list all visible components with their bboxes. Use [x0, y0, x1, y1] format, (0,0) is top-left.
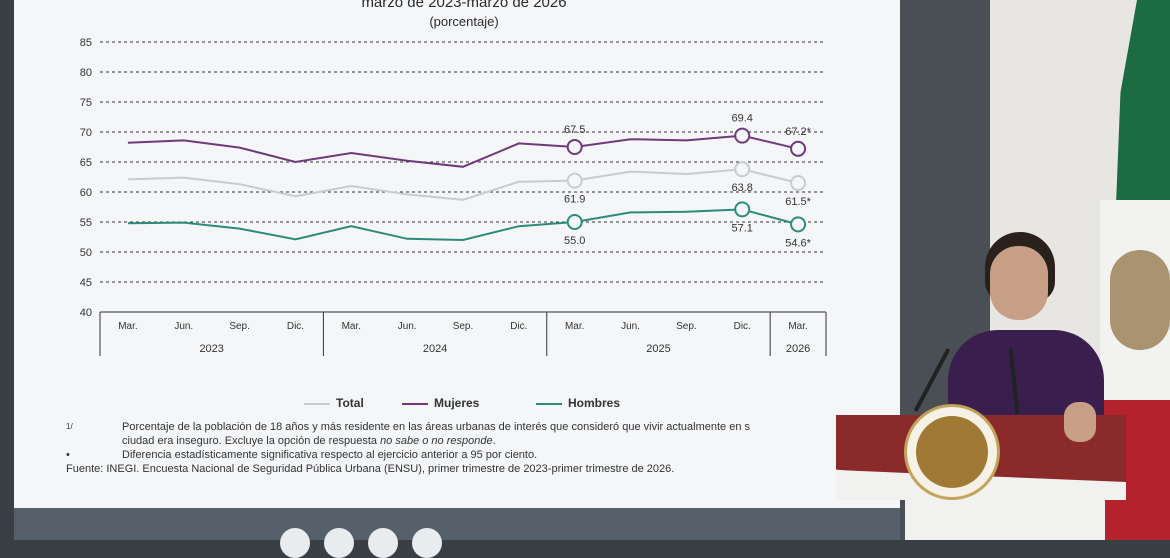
- social-icon-3: [368, 528, 398, 558]
- x-tick-label: Mar.: [565, 321, 584, 332]
- x-tick-label: Sep.: [676, 321, 697, 332]
- x-tick-label: Jun.: [174, 321, 193, 332]
- data-point-total: [790, 175, 807, 191]
- y-tick-label: 55: [80, 217, 92, 229]
- series-line-mujeres: [127, 134, 799, 168]
- year-label: 2024: [423, 343, 447, 355]
- x-tick-label: Mar.: [788, 321, 807, 332]
- legend-swatch-total: [304, 402, 330, 405]
- x-tick-label: Mar.: [342, 321, 361, 332]
- presentation-screen: marzo de 2023-marzo de 2026 (porcentaje)…: [14, 0, 900, 522]
- source-note: Fuente: INEGI. Encuesta Nacional de Segu…: [66, 463, 675, 475]
- x-tick-label: Jun.: [621, 321, 640, 332]
- speaker-face: [990, 246, 1048, 320]
- data-point-mujeres: [734, 127, 751, 144]
- line-chart: 40 45 50 55 60 65 70 75 80 85 Mar. Jun. Sep. Dic. Mar.…: [80, 37, 827, 356]
- legend-item-total: Total: [304, 396, 364, 410]
- flag-emblem-icon: [1110, 250, 1170, 350]
- x-tick-label: Dic.: [734, 321, 751, 332]
- note-1-line2-b: .: [492, 435, 496, 447]
- series-line-hombres: [127, 208, 799, 242]
- legend-label-hombres: Hombres: [568, 396, 621, 410]
- legend-label-total: Total: [336, 396, 364, 410]
- podium-front: [905, 490, 1105, 540]
- y-tick-label: 70: [80, 127, 92, 139]
- data-label: 57.1: [732, 222, 753, 234]
- y-tick-label: 50: [80, 247, 92, 259]
- data-point-total: [566, 172, 583, 189]
- podium-seal-icon: [904, 404, 1000, 500]
- chart-title: marzo de 2023-marzo de 2026: [361, 0, 567, 11]
- y-tick-label: 85: [80, 37, 92, 49]
- legend-item-mujeres: Mujeres: [402, 396, 479, 410]
- social-icon-2: [324, 528, 354, 558]
- x-tick-label: Dic.: [287, 321, 304, 332]
- data-label: 69.4: [732, 113, 753, 125]
- press-conference-scene: marzo de 2023-marzo de 2026 (porcentaje)…: [14, 0, 1170, 558]
- series-line-total: [127, 168, 799, 201]
- y-tick-label: 45: [80, 277, 92, 289]
- y-tick-label: 65: [80, 157, 92, 169]
- note-2-mark: •: [66, 449, 70, 461]
- social-icon-4: [412, 528, 442, 558]
- screen-bottom-bar: [14, 508, 900, 540]
- data-label: 67.2*: [785, 126, 811, 138]
- y-tick-label: 80: [80, 67, 92, 79]
- legend-label-mujeres: Mujeres: [434, 396, 480, 410]
- data-label: 67.5: [564, 124, 585, 136]
- data-point-hombres: [734, 201, 751, 218]
- note-1-line1: Porcentaje de la población de 18 años y …: [122, 421, 750, 433]
- social-icon-1: [280, 528, 310, 558]
- x-tick-label: Sep.: [229, 321, 250, 332]
- y-tick-label: 60: [80, 187, 92, 199]
- chart-subtitle: (porcentaje): [429, 14, 499, 29]
- note-1-continued: ciudad era inseguro. Excluye la opción d…: [66, 434, 886, 448]
- data-point-hombres: [566, 214, 583, 230]
- data-point-hombres: [790, 216, 807, 233]
- year-label: 2023: [199, 343, 223, 355]
- speaker-hand: [1064, 402, 1096, 442]
- data-point-mujeres: [790, 140, 807, 157]
- data-label: 54.6*: [785, 237, 811, 249]
- bottom-icons: [280, 528, 442, 558]
- legend-swatch-mujeres: [402, 402, 428, 405]
- legend-swatch-hombres: [536, 402, 562, 405]
- legend-item-hombres: Hombres: [536, 396, 620, 410]
- data-label: 61.5*: [785, 196, 811, 208]
- data-label: 55.0: [564, 235, 585, 247]
- seal-emblem-icon: [916, 416, 988, 488]
- note-1-line2-a: ciudad era inseguro. Excluye la opción d…: [122, 435, 381, 447]
- year-label: 2026: [786, 343, 810, 355]
- note-2: • Diferencia estadísticamente significat…: [66, 448, 886, 462]
- x-tick-label: Jun.: [398, 321, 417, 332]
- y-tick-label: 75: [80, 97, 92, 109]
- note-2-text: Diferencia estadísticamente significativ…: [122, 449, 538, 461]
- data-label: 63.8: [732, 182, 753, 194]
- y-tick-label: 40: [80, 307, 92, 319]
- chart-notes: 1/ Porcentaje de la población de 18 años…: [66, 420, 886, 476]
- note-1: 1/ Porcentaje de la población de 18 años…: [66, 420, 886, 434]
- data-point-total: [734, 161, 751, 178]
- x-tick-label: Mar.: [118, 321, 137, 332]
- x-tick-label: Sep.: [453, 321, 474, 332]
- data-point-mujeres: [566, 139, 583, 155]
- data-label: 61.9: [564, 194, 585, 206]
- year-label: 2025: [646, 343, 670, 355]
- x-tick-label: Dic.: [510, 321, 527, 332]
- note-1-line2-em: no sabe o no responde: [380, 435, 493, 447]
- note-1-mark: 1/: [66, 422, 73, 431]
